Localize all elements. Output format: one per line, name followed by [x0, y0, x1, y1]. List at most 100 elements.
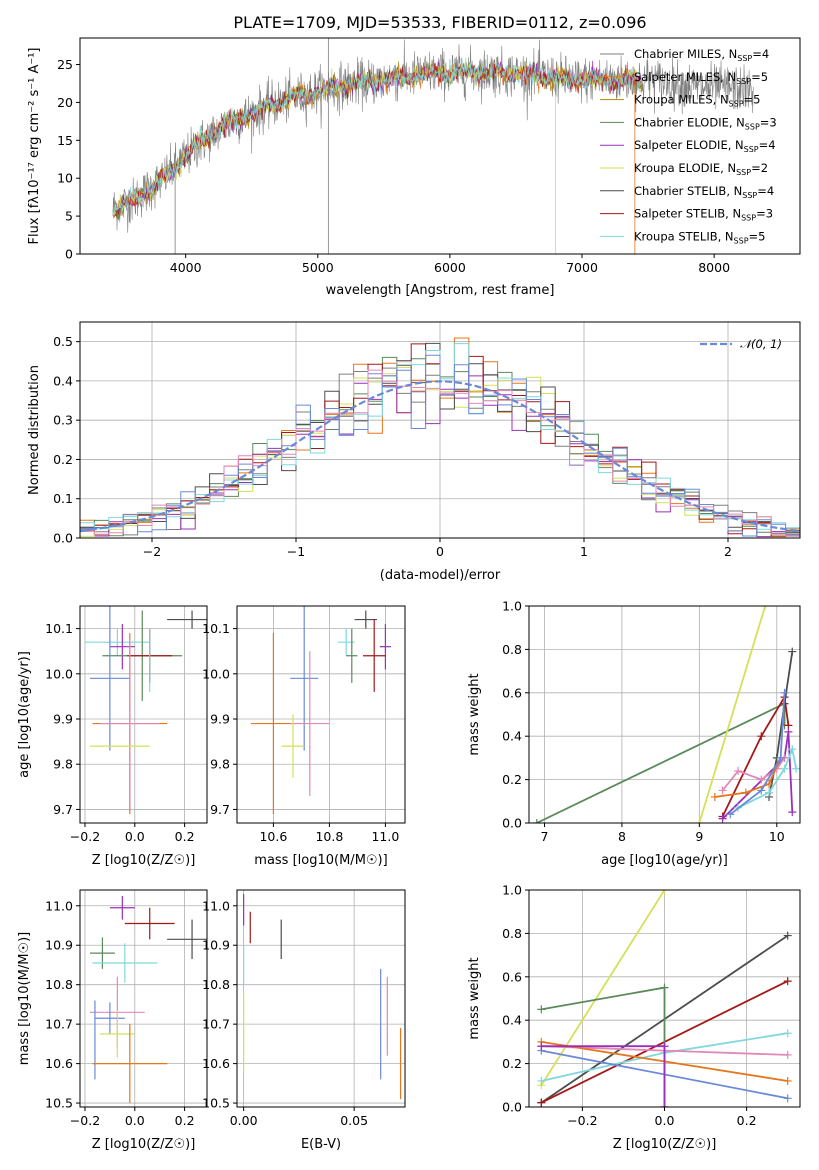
residuals-ylabel: Normed distribution	[27, 365, 42, 495]
spectrum-chart: 4000 5000 6000 7000 8000 0 5 10 15 20 25 PLATE=1709…	[27, 13, 801, 298]
legend-label-sub: SSP	[736, 77, 751, 86]
weight_vs_z-ylabel: mass weight	[467, 957, 482, 1039]
mass_vs_z-ylabel: mass [log10(M/M☉)]	[17, 932, 32, 1065]
age_vs_z-chart: −0.2 0.0 0.2 9.7 9.8 9.9 10.0 10.1 Z [log10(Z/Z☉…	[17, 605, 208, 868]
y-tick-label: 0.4	[53, 373, 73, 388]
weight-marker	[537, 1005, 546, 1014]
x-tick-label: 0.2	[175, 829, 195, 844]
axes-frame	[79, 37, 801, 255]
weight-marker	[780, 764, 789, 773]
x-tick-label: 4000	[170, 260, 202, 275]
axes-frame	[528, 605, 801, 824]
y-tick-label: 10.5	[202, 1096, 230, 1111]
weight_vs_age-xlabel: age [log10(age/yr)]	[601, 853, 728, 868]
legend-label: Chabrier ELODIE, NSSP=3	[634, 115, 777, 131]
weight-marker	[537, 1098, 546, 1107]
weight-marker	[788, 647, 797, 656]
spectrum-plot-area	[112, 38, 754, 254]
y-tick-label: 11.0	[202, 898, 230, 913]
errorbar-point	[167, 919, 207, 960]
weight-marker	[788, 808, 797, 817]
y-tick-label: 10.7	[45, 1017, 73, 1032]
weight_vs_z-chart: −0.2 0.0 0.2 0.0 0.2 0.4 0.6 0.8 1.0 Z [log10(Z/Z…	[467, 883, 801, 1152]
legend-label-sub: SSP	[737, 54, 752, 63]
legend-label-main: Salpeter STELIB, N	[634, 207, 741, 221]
errorbar-point	[167, 610, 207, 629]
mass_vs_z-plot-area	[89, 895, 207, 1104]
weight-marker	[783, 1094, 792, 1103]
axes-frame	[236, 889, 406, 1108]
age_vs_z-plot-area	[84, 606, 207, 814]
weight-series-line	[721, 731, 794, 820]
errorbar-point	[281, 714, 305, 778]
weight-marker	[783, 931, 792, 940]
errorbar-point	[92, 1024, 168, 1104]
residual-histogram	[80, 354, 800, 538]
weight-marker	[792, 764, 800, 773]
y-tick-label: 10.8	[45, 977, 73, 992]
y-tick-label: 0.8	[502, 642, 522, 657]
legend-label-main: Chabrier STELIB, N	[634, 184, 742, 198]
legend-label-tail: =4	[757, 184, 774, 198]
legend-label-tail: =4	[759, 138, 776, 152]
weight-marker	[660, 983, 669, 992]
y-tick-label: 0.6	[502, 685, 522, 700]
weight_vs_z-plot-area	[537, 890, 792, 1107]
age_vs_mass-plot-area	[251, 606, 391, 814]
weight-marker	[765, 788, 774, 797]
x-tick-label: 0.0	[655, 1113, 675, 1128]
weight-marker	[757, 732, 766, 741]
weight-marker	[695, 819, 704, 823]
weight-marker	[710, 792, 719, 801]
age_vs_z-ylabel: age [log10(age/yr)]	[17, 651, 32, 778]
y-tick-label: 0.3	[53, 413, 73, 428]
errorbar-point	[84, 628, 150, 656]
x-tick-label: 10	[769, 829, 785, 844]
y-tick-label: 10.6	[202, 1056, 230, 1071]
weight_vs_age-chart: 7 8 9 10 0.0 0.2 0.4 0.6 0.8 1.0 age [log10(age/yr…	[467, 599, 801, 868]
weight_vs_age-ylabel: mass weight	[467, 673, 482, 755]
y-tick-label: 10.0	[202, 666, 230, 681]
x-tick-label: 9	[695, 829, 703, 844]
errorbar-point	[363, 619, 386, 692]
age_vs_mass-xlabel: mass [log10(M/M☉)]	[254, 853, 387, 868]
mass_vs_z-xlabel: Z [log10(Z/Z☉)]	[92, 1137, 196, 1152]
x-tick-label: 0.00	[230, 1113, 258, 1128]
x-tick-label: 10.8	[315, 829, 343, 844]
y-tick-label: 9.8	[210, 757, 230, 772]
weight-marker	[660, 1103, 669, 1107]
legend-label: 𝒩(0, 1)	[740, 337, 782, 351]
errorbar-point	[251, 633, 296, 814]
errorbar-point	[89, 606, 130, 751]
y-tick-label: 10.0	[45, 666, 73, 681]
x-tick-label: 8000	[698, 260, 730, 275]
weight-series-line	[729, 692, 786, 816]
x-tick-label: 6000	[434, 260, 466, 275]
x-tick-label: 11.0	[371, 829, 399, 844]
legend-label-main: Kroupa MILES, N	[634, 93, 729, 107]
legend-label-main: Chabrier MILES, N	[634, 47, 737, 61]
legend-label: Salpeter MILES, NSSP=5	[634, 70, 768, 86]
y-tick-label: 0.2	[502, 772, 522, 787]
mass_vs_ebv-plot-area	[243, 893, 402, 1100]
y-tick-label: 1.0	[502, 599, 522, 614]
x-tick-label: 0	[436, 544, 444, 559]
axes-frame	[79, 889, 208, 1108]
legend-label-tail: =5	[744, 93, 761, 107]
errorbar-point	[290, 651, 330, 796]
errorbar-point	[92, 943, 158, 983]
weight-series-line	[714, 757, 782, 798]
legend-label-sub: SSP	[744, 145, 759, 154]
legend-label: Chabrier STELIB, NSSP=4	[634, 184, 774, 200]
weight-marker	[726, 810, 735, 819]
weight-marker	[783, 1050, 792, 1059]
y-tick-label: 10.8	[202, 977, 230, 992]
weight-marker	[783, 977, 792, 986]
y-tick-label: 25	[57, 57, 73, 72]
spectrum-title: PLATE=1709, MJD=53533, FIBERID=0112, z=0…	[233, 13, 646, 32]
x-tick-label: −1	[287, 544, 305, 559]
y-tick-label: 15	[57, 133, 73, 148]
age_vs_mass-chart: 10.6 10.8 11.0 9.7 9.8 9.9 10.0 10.1 mass [log10…	[202, 605, 406, 868]
